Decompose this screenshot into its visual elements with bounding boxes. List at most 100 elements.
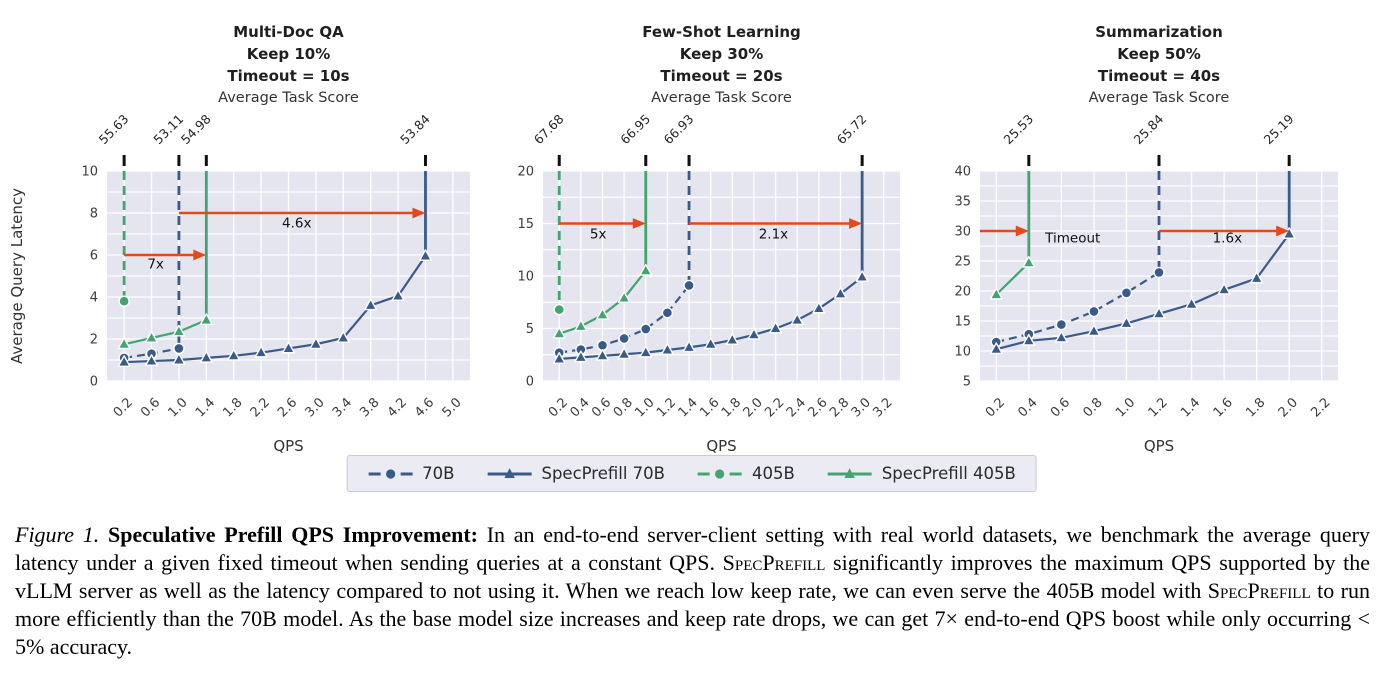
data-point-triangle xyxy=(595,307,610,320)
legend: 70B SpecPrefill 70B 405B SpecPrefill 405… xyxy=(346,455,1037,492)
y-tick-label: 0 xyxy=(526,375,534,390)
speedup-label: 2.1x xyxy=(759,227,788,243)
data-point-triangle xyxy=(199,313,213,325)
top-axis-tick xyxy=(644,155,648,166)
data-point-triangle xyxy=(989,342,1003,355)
y-tick-label: 35 xyxy=(954,195,971,210)
data-point-triangle xyxy=(617,347,631,360)
x-tick-label: 0.2 xyxy=(546,395,571,420)
y-tick-label: 5 xyxy=(963,375,971,390)
data-point-triangle xyxy=(552,326,566,339)
data-point-triangle xyxy=(117,337,131,350)
chart-title: Timeout = 20s xyxy=(660,67,782,85)
legend-item-70b: 70B xyxy=(367,464,454,483)
caption-segment: to run more efficiently than the 70B mod… xyxy=(15,578,1370,659)
task-score-label: 25.19 xyxy=(1261,111,1297,147)
y-tick-label: 20 xyxy=(954,285,971,300)
data-point-triangle xyxy=(172,353,186,365)
y-tick-label: 20 xyxy=(517,165,534,180)
x-tick-label: 3.8 xyxy=(357,395,382,420)
task-score-label: 25.84 xyxy=(1131,111,1167,147)
y-tick-label: 10 xyxy=(81,165,98,180)
data-point-triangle xyxy=(1087,324,1101,337)
y-tick-label: 15 xyxy=(517,217,534,232)
data-point-triangle xyxy=(145,354,159,366)
data-point-triangle xyxy=(1217,282,1231,295)
legend-item-specprefill-70b: SpecPrefill 70B xyxy=(486,464,665,483)
y-tick-label: 10 xyxy=(954,345,971,360)
top-axis-tick xyxy=(177,155,181,166)
x-tick-label: 2.0 xyxy=(1276,395,1301,420)
data-point-triangle xyxy=(552,352,566,364)
data-point-triangle xyxy=(989,287,1003,300)
x-tick-label: 2.4 xyxy=(784,395,809,420)
legend-label: 405B xyxy=(752,464,795,483)
x-tick-label: 0.6 xyxy=(589,395,614,420)
legend-item-specprefill-405b: SpecPrefill 405B xyxy=(827,464,1016,483)
data-point-circle xyxy=(1055,318,1068,331)
top-axis-tick xyxy=(860,155,864,166)
series-line xyxy=(124,255,427,364)
x-axis-label: QPS xyxy=(273,437,303,455)
data-point-triangle xyxy=(364,298,378,311)
data-point-triangle xyxy=(309,337,323,350)
series-line xyxy=(995,262,1030,296)
x-tick-label: 0.8 xyxy=(611,395,636,420)
speedup-arrow: 1.6x xyxy=(1159,225,1290,246)
y-tick-label: 5 xyxy=(526,322,534,337)
caption-segment: Speculative Prefill QPS Improvement: xyxy=(108,522,487,547)
series-70b: 66.93 xyxy=(553,111,696,359)
data-point-triangle xyxy=(1054,330,1068,343)
task-score-label: 25.53 xyxy=(1000,111,1036,147)
data-point-circle xyxy=(1153,266,1165,279)
series-line xyxy=(123,319,207,346)
top-axis-tick xyxy=(1287,155,1291,166)
caption-segment: In an end-to-end server-client setting w… xyxy=(15,522,1371,575)
caption-segment: SpecPrefill xyxy=(1207,578,1311,603)
task-score-label: 65.72 xyxy=(834,111,870,147)
x-tick-label: 0.2 xyxy=(983,395,1008,420)
x-tick-label: 2.2 xyxy=(248,395,273,420)
data-point-triangle xyxy=(1119,316,1133,329)
y-tick-label: 40 xyxy=(954,165,971,180)
speedup-label: 5x xyxy=(590,227,607,243)
data-point-triangle xyxy=(574,350,588,363)
speedup-arrow: 5x xyxy=(559,218,646,243)
top-axis-tick xyxy=(204,155,208,166)
x-tick-label: 3.0 xyxy=(849,395,874,420)
top-axis-tick xyxy=(122,155,126,166)
x-tick-label: 2.6 xyxy=(805,395,830,420)
top-axis-title: Average Task Score xyxy=(218,90,359,106)
legend-glyph-dashed-circle-icon xyxy=(367,466,413,482)
chart-title: Multi-Doc QA xyxy=(233,23,344,41)
data-point-triangle xyxy=(574,319,588,332)
figure-caption: Figure 1. Speculative Prefill QPS Improv… xyxy=(15,521,1370,661)
x-tick-label: 4.6 xyxy=(412,395,437,420)
data-point-triangle xyxy=(747,327,761,340)
x-tick-label: 1.4 xyxy=(676,395,701,420)
data-point-triangle xyxy=(660,343,674,355)
data-point-triangle xyxy=(639,345,653,358)
data-point-circle xyxy=(596,339,609,351)
x-tick-label: 1.0 xyxy=(632,395,657,420)
legend-label: SpecPrefill 405B xyxy=(881,464,1016,483)
top-axis-tick xyxy=(423,155,427,166)
data-point-triangle xyxy=(725,333,739,345)
x-tick-label: 1.4 xyxy=(193,395,218,420)
chart-title: Timeout = 10s xyxy=(227,67,349,85)
data-point-triangle xyxy=(172,324,186,337)
x-tick-label: 0.8 xyxy=(1081,395,1106,420)
x-tick-label: 0.2 xyxy=(111,395,136,420)
x-tick-label: 1.6 xyxy=(1211,395,1236,420)
chart-title: Keep 10% xyxy=(247,45,331,63)
data-point-triangle xyxy=(639,263,653,276)
series-line xyxy=(995,233,1291,351)
x-tick-label: 1.8 xyxy=(220,395,245,420)
x-tick-label: 4.2 xyxy=(385,395,410,420)
speedup-arrow: Timeout xyxy=(980,225,1100,246)
data-point-triangle xyxy=(769,321,783,334)
x-tick-label: 1.0 xyxy=(166,395,191,420)
data-point-triangle xyxy=(617,291,631,303)
chart-title: Keep 30% xyxy=(680,45,764,63)
